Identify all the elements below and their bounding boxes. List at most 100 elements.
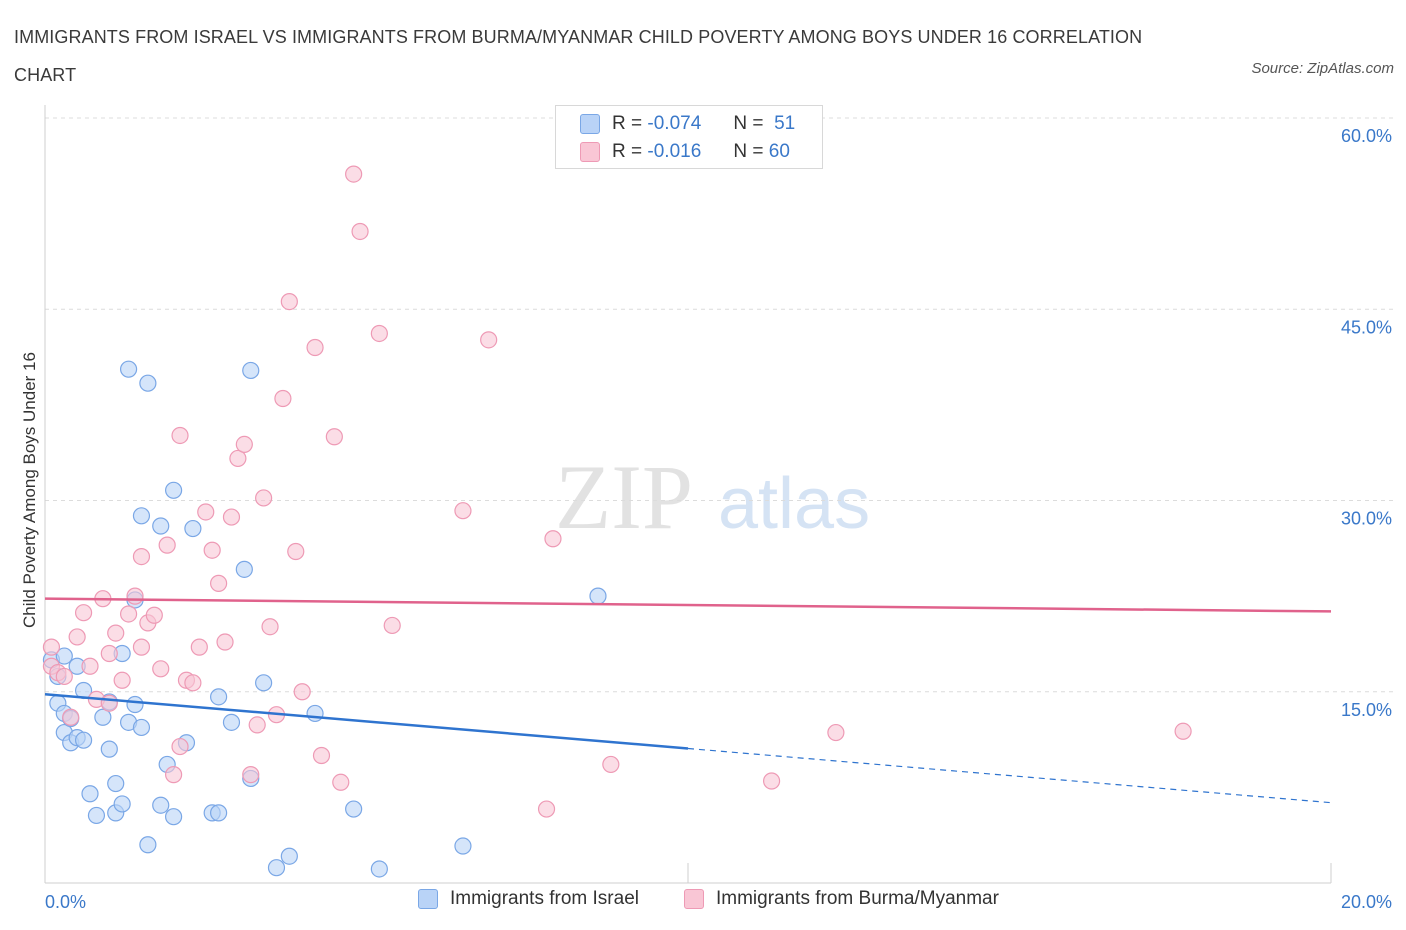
- burma-point: [537, 800, 556, 818]
- legend-item-israel[interactable]: Immigrants from Israel: [418, 888, 639, 910]
- israel-swatch: [580, 114, 600, 134]
- burma-point: [332, 773, 350, 791]
- n-value: 60: [768, 141, 790, 162]
- israel-point: [165, 808, 183, 826]
- burma-point: [55, 667, 73, 686]
- r-label: R =: [612, 141, 643, 162]
- burma-point: [171, 426, 189, 445]
- israel-point: [222, 713, 241, 731]
- burma-point: [280, 293, 298, 311]
- burma-point: [158, 536, 176, 554]
- israel-trend-extension: [687, 747, 1332, 804]
- israel-point: [255, 674, 273, 692]
- burma-point: [287, 542, 305, 561]
- burma-point: [216, 633, 234, 651]
- burma-point: [68, 628, 86, 646]
- y-tick-label: 15.0%: [1341, 700, 1392, 720]
- burma-point: [113, 671, 131, 689]
- burma-point: [261, 618, 279, 636]
- burma-point: [132, 547, 151, 566]
- burma-point: [81, 657, 99, 675]
- legend-row-burma: R = -0.016 N = 60: [580, 140, 790, 164]
- israel-point: [184, 519, 202, 538]
- r-value: -0.016: [647, 141, 702, 162]
- n-value: 51: [774, 113, 796, 134]
- watermark-atlas: atlas: [718, 464, 870, 544]
- burma-point: [100, 644, 118, 663]
- burma-point: [42, 638, 61, 656]
- burma-point: [145, 606, 163, 624]
- burma-point: [827, 723, 845, 742]
- burma-point: [544, 530, 562, 548]
- burma-trend-line: [44, 597, 1332, 613]
- burma-point: [222, 508, 241, 526]
- r-label: R =: [612, 113, 643, 134]
- israel-point: [119, 360, 138, 378]
- israel-point: [165, 481, 183, 499]
- burma-point: [184, 674, 202, 692]
- burma-point: [100, 694, 118, 712]
- legend-label-israel: Immigrants from Israel: [450, 888, 639, 909]
- burma-point: [248, 716, 266, 734]
- r-value: -0.074: [647, 113, 702, 134]
- israel-point: [100, 740, 118, 758]
- israel-point: [242, 361, 260, 380]
- israel-point: [210, 804, 228, 822]
- n-label: N =: [733, 141, 764, 162]
- x-tick-label: 0.0%: [45, 892, 86, 912]
- israel-point: [152, 796, 170, 814]
- legend-item-burma[interactable]: Immigrants from Burma/Myanmar: [684, 888, 999, 910]
- n-label: N =: [733, 113, 764, 134]
- burma-point: [325, 428, 343, 446]
- burma-point: [306, 338, 324, 357]
- burma-point: [602, 755, 620, 774]
- burma-point: [480, 331, 498, 349]
- source-label: Source: ZipAtlas.com: [1251, 60, 1394, 77]
- burma-point: [454, 502, 472, 520]
- series-legend: Immigrants from Israel Immigrants from B…: [0, 888, 1406, 916]
- burma-point: [165, 766, 183, 784]
- israel-point: [139, 836, 157, 854]
- israel-trend-line: [44, 693, 689, 750]
- israel-legend-swatch: [418, 889, 438, 909]
- israel-point: [345, 800, 363, 818]
- burma-point: [229, 449, 247, 468]
- y-tick-label: 45.0%: [1341, 317, 1392, 337]
- israel-point: [81, 785, 99, 803]
- israel-point: [55, 647, 73, 665]
- burma-legend-swatch: [684, 889, 704, 909]
- israel-point: [94, 708, 112, 726]
- israel-point: [454, 837, 472, 855]
- legend-label-burma: Immigrants from Burma/Myanmar: [716, 888, 999, 909]
- burma-point: [197, 503, 215, 521]
- burma-point: [62, 708, 80, 726]
- israel-point: [113, 795, 131, 813]
- israel-point: [589, 587, 607, 605]
- burma-point: [132, 638, 151, 656]
- israel-point: [280, 847, 298, 865]
- israel-point: [132, 507, 151, 525]
- israel-point: [74, 731, 93, 749]
- israel-point: [87, 806, 106, 825]
- burma-point: [1174, 722, 1192, 740]
- burma-point: [383, 616, 401, 635]
- x-tick-label: 20.0%: [1341, 892, 1392, 912]
- burma-point: [152, 660, 170, 678]
- legend-row-israel: R = -0.074 N = 51: [580, 112, 795, 136]
- burma-point: [370, 324, 388, 343]
- burma-point: [255, 489, 273, 507]
- watermark-zip: ZIP: [555, 446, 693, 548]
- y-tick-label: 30.0%: [1341, 509, 1392, 529]
- israel-point: [370, 860, 388, 878]
- israel-point: [210, 688, 228, 706]
- burma-point: [119, 605, 138, 623]
- stats-legend: R = -0.074 N = 51 R = -0.016 N = 60: [555, 105, 823, 169]
- burma-point: [274, 389, 292, 408]
- burma-point: [345, 165, 363, 183]
- israel-point: [306, 704, 324, 723]
- israel-point: [132, 718, 151, 737]
- israel-point: [107, 774, 125, 793]
- burma-point: [203, 541, 221, 559]
- burma-point: [293, 683, 311, 701]
- israel-point: [152, 517, 170, 535]
